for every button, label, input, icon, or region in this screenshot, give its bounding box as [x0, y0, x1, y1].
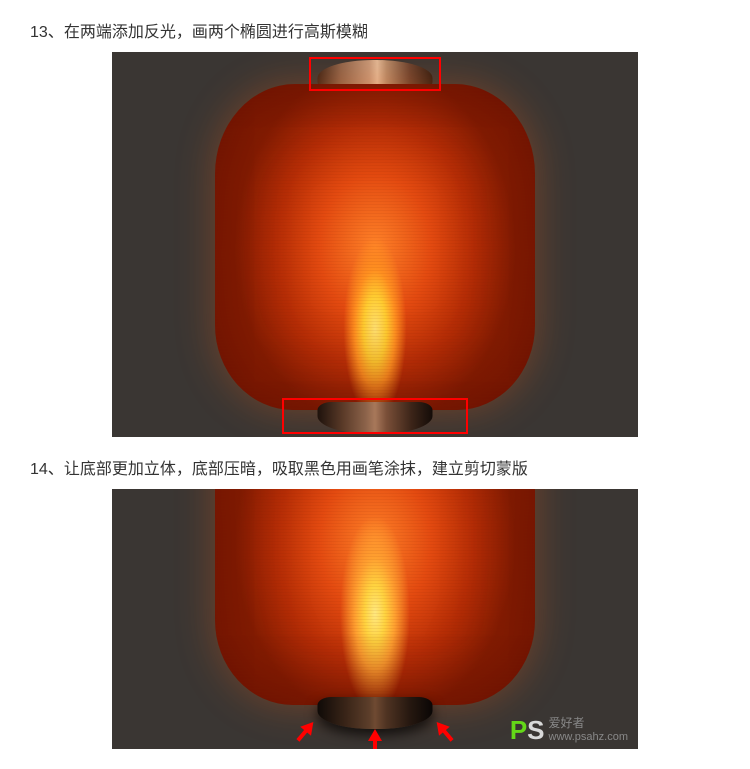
- step-number: 14、: [30, 461, 64, 478]
- highlight-box-bottom: [282, 398, 468, 434]
- arrow-left: [290, 717, 320, 747]
- arrow-center: [360, 727, 390, 749]
- lantern-scene-13: [112, 52, 638, 437]
- watermark-p: P: [510, 717, 527, 743]
- step-13-image: [112, 52, 638, 437]
- watermark-s: S: [527, 717, 544, 743]
- lantern-scene-14: P S 爱好者 www.psahz.com: [112, 489, 638, 749]
- lantern-texture: [215, 84, 535, 410]
- step-14-text: 14、让底部更加立体，底部压暗，吸取黑色用画笔涂抹，建立剪切蒙版: [20, 447, 730, 489]
- step-13-text: 13、在两端添加反光，画两个椭圆进行高斯模糊: [20, 10, 730, 52]
- highlight-box-top: [309, 57, 441, 91]
- watermark-logo: P S: [510, 717, 545, 743]
- lantern-body: [215, 84, 535, 410]
- watermark-text: 爱好者 www.psahz.com: [549, 717, 628, 742]
- step-14-image: P S 爱好者 www.psahz.com: [112, 489, 638, 749]
- lantern-texture: [215, 489, 535, 705]
- step-description: 在两端添加反光，画两个椭圆进行高斯模糊: [64, 24, 368, 41]
- lantern-bottom-cap: [318, 697, 433, 729]
- watermark-url: www.psahz.com: [549, 731, 628, 743]
- arrow-right: [430, 717, 460, 747]
- step-description: 让底部更加立体，底部压暗，吸取黑色用画笔涂抹，建立剪切蒙版: [64, 461, 528, 478]
- step-number: 13、: [30, 24, 64, 41]
- watermark: P S 爱好者 www.psahz.com: [510, 717, 628, 743]
- watermark-cn: 爱好者: [549, 717, 628, 730]
- lantern-body: [215, 489, 535, 705]
